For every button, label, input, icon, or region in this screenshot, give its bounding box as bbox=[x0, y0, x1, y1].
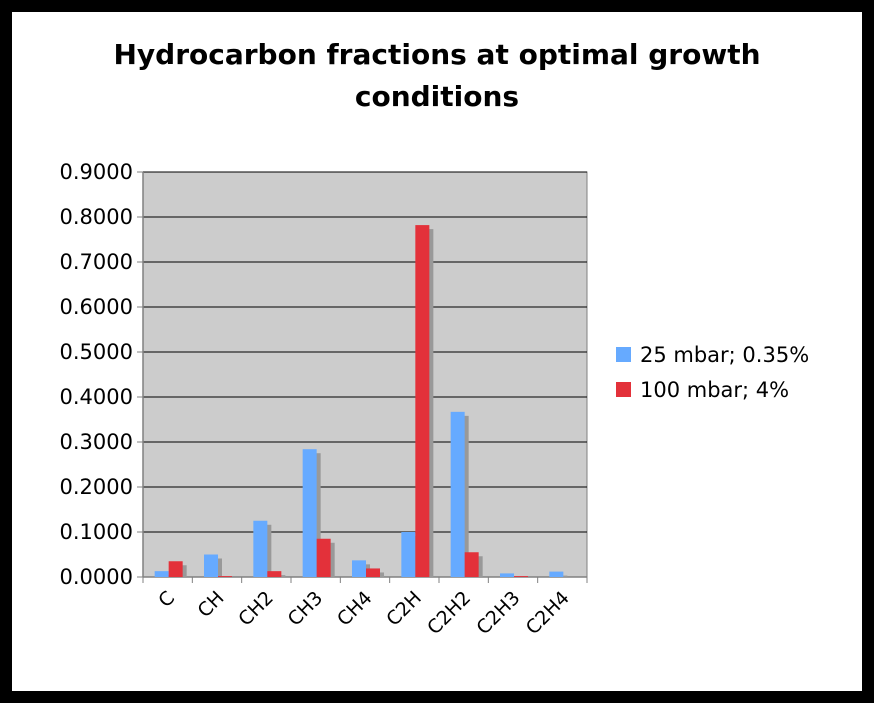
bar-series-2-ch2 bbox=[267, 571, 282, 577]
bar-series-1-c2h4 bbox=[549, 571, 564, 577]
bar-chart: 0.0000 0.1000 0.2000 0.3000 0.4000 0.5000 0.60… bbox=[60, 160, 810, 639]
chart-title: Hydrocarbon fractions at optimal growth … bbox=[12, 34, 862, 118]
legend-swatch-1 bbox=[616, 347, 631, 362]
bar-series-1-c bbox=[154, 571, 169, 577]
y-tick-label: 0.2000 bbox=[60, 475, 133, 499]
bar-series-1-ch2 bbox=[253, 520, 268, 577]
x-category-label: C2H4 bbox=[522, 587, 574, 639]
y-tick-label: 0.8000 bbox=[60, 205, 133, 229]
x-category-label: C2H2 bbox=[423, 587, 475, 639]
x-category-label: CH3 bbox=[284, 587, 328, 631]
bar-series-2-c bbox=[168, 561, 183, 577]
bar-series-1-ch3 bbox=[302, 449, 317, 577]
x-category-label: C2H bbox=[382, 587, 426, 631]
x-category-label: C2H3 bbox=[472, 587, 524, 639]
legend-swatch-2 bbox=[616, 382, 631, 397]
y-tick-label: 0.9000 bbox=[60, 160, 133, 184]
y-tick-label: 0.4000 bbox=[60, 385, 133, 409]
y-tick-label: 0.3000 bbox=[60, 430, 133, 454]
bar-series-2-c2h bbox=[415, 225, 430, 577]
bar-series-1-ch4 bbox=[352, 560, 366, 577]
x-category-label: CH bbox=[193, 587, 228, 622]
bar-series-2-ch4 bbox=[366, 568, 380, 577]
chart-title-line-2: conditions bbox=[354, 80, 520, 113]
bar-series-2-c2h3 bbox=[514, 576, 528, 577]
bar-series-1-c2h3 bbox=[500, 573, 514, 577]
legend-label-1: 25 mbar; 0.35% bbox=[640, 343, 809, 367]
bar-series-2-ch3 bbox=[316, 538, 331, 577]
y-tick-label: 0.6000 bbox=[60, 295, 133, 319]
legend-label-2: 100 mbar; 4% bbox=[640, 378, 789, 402]
chart-frame: Hydrocarbon fractions at optimal growth … bbox=[12, 12, 862, 691]
y-tick-label: 0.0000 bbox=[60, 565, 133, 589]
bar-series-1-ch bbox=[204, 554, 218, 577]
y-tick-label: 0.1000 bbox=[60, 520, 133, 544]
plot-area bbox=[142, 171, 588, 578]
bar-series-1-c2h2 bbox=[450, 411, 465, 577]
x-category-label: CH4 bbox=[333, 587, 377, 631]
chart-title-line-1: Hydrocarbon fractions at optimal growth bbox=[113, 38, 761, 71]
bar-series-2-ch bbox=[218, 576, 232, 577]
y-tick-label: 0.5000 bbox=[60, 340, 133, 364]
y-tick-label: 0.7000 bbox=[60, 250, 133, 274]
bar-series-1-c2h bbox=[401, 532, 416, 577]
bar-series-2-c2h2 bbox=[464, 552, 479, 577]
x-category-label: CH2 bbox=[234, 587, 278, 631]
x-category-label: C bbox=[154, 587, 179, 612]
